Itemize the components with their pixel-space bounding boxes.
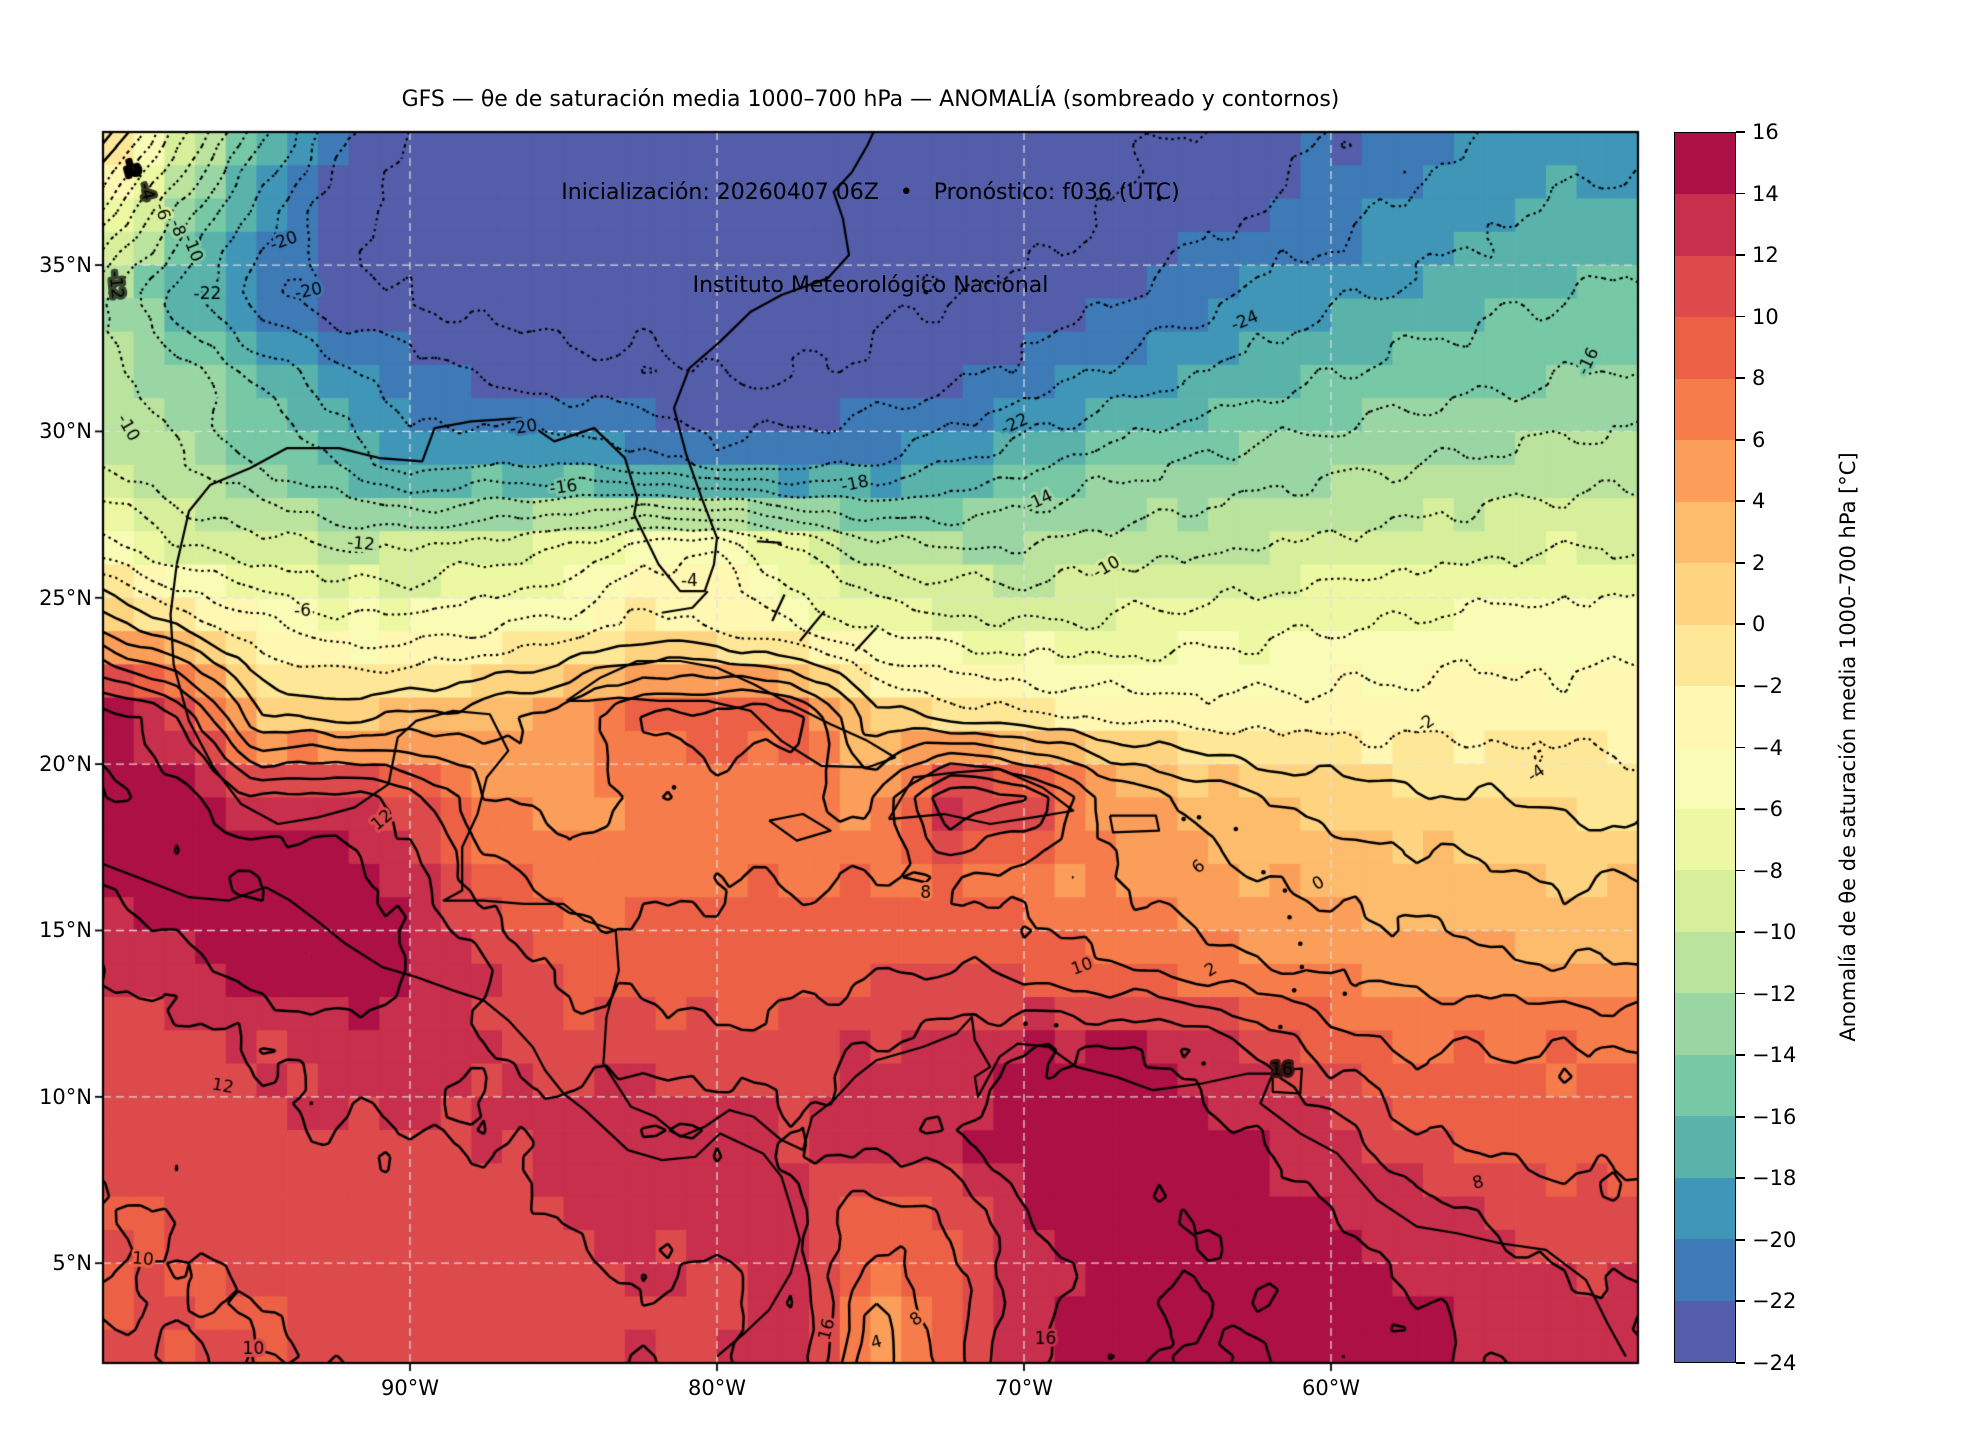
- colorbar-segment: [1675, 993, 1735, 1055]
- colorbar-segment: [1675, 808, 1735, 871]
- colorbar-tick-label: 14: [1752, 181, 1779, 206]
- colorbar-segment: [1675, 1054, 1735, 1117]
- colorbar-segment: [1675, 1116, 1735, 1178]
- colorbar-segment: [1675, 870, 1735, 932]
- colorbar-tick-mark: [1736, 1362, 1745, 1364]
- colorbar-tick-mark: [1736, 808, 1745, 810]
- colorbar-segment: [1675, 747, 1735, 809]
- colorbar-segment: [1675, 378, 1735, 441]
- colorbar-tick-label: 2: [1752, 550, 1766, 575]
- colorbar-tick-mark: [1736, 623, 1745, 626]
- colorbar-tick-mark: [1736, 1115, 1745, 1118]
- lon-tick-label: 80°W: [688, 1376, 746, 1400]
- colorbar-segment: [1675, 1300, 1735, 1363]
- colorbar-segment: [1675, 501, 1735, 564]
- lat-tick-label: 10°N: [39, 1084, 92, 1109]
- colorbar-tick-label: −10: [1752, 920, 1797, 945]
- chart-title: GFS — θe de saturación media 1000–700 hP…: [401, 87, 1340, 112]
- colorbar-tick-mark: [1736, 1300, 1745, 1303]
- colorbar-tick-label: 4: [1752, 489, 1766, 514]
- colorbar-tick-mark: [1736, 192, 1745, 195]
- colorbar-tick-label: −20: [1752, 1227, 1797, 1252]
- colorbar-segment: [1675, 1239, 1735, 1301]
- colorbar-tick-mark: [1736, 746, 1745, 749]
- colorbar-tick-label: 10: [1752, 304, 1779, 329]
- colorbar-tick-label: −18: [1752, 1166, 1797, 1191]
- colorbar-tick-mark: [1736, 377, 1745, 379]
- colorbar-tick-mark: [1736, 992, 1745, 995]
- colorbar-segment: [1675, 255, 1735, 318]
- lat-tick-label: 20°N: [39, 752, 92, 777]
- colorbar-tick-mark: [1736, 1177, 1745, 1180]
- lon-tick-label: 70°W: [995, 1376, 1053, 1400]
- colorbar-segment: [1675, 440, 1735, 502]
- colorbar-tick-label: 8: [1752, 366, 1766, 391]
- colorbar-tick-mark: [1736, 684, 1745, 687]
- colorbar-tick-mark: [1736, 500, 1745, 503]
- colorbar-tick-label: 16: [1752, 120, 1779, 144]
- colorbar-tick-mark: [1736, 1238, 1745, 1241]
- colorbar-tick-label: −12: [1752, 981, 1797, 1006]
- colorbar-segment: [1675, 133, 1735, 195]
- colorbar-tick-mark: [1736, 131, 1745, 133]
- lat-tick-label: 35°N: [39, 253, 92, 278]
- colorbar-tick-mark: [1736, 931, 1745, 933]
- colorbar-tick-label: −16: [1752, 1104, 1797, 1129]
- colorbar-tick-label: 6: [1752, 427, 1766, 452]
- colorbar-tick-mark: [1736, 561, 1745, 564]
- colorbar: [1674, 132, 1736, 1363]
- colorbar-segment: [1675, 686, 1735, 748]
- title-block: GFS — θe de saturación media 1000–700 hP…: [103, 22, 1638, 363]
- colorbar-tick-mark: [1736, 254, 1745, 256]
- colorbar-tick-label: −24: [1752, 1351, 1797, 1375]
- lat-tick-label: 5°N: [52, 1251, 92, 1276]
- colorbar-segment: [1675, 931, 1735, 994]
- colorbar-tick-mark: [1736, 1054, 1745, 1057]
- colorbar-tick-label: −4: [1752, 735, 1783, 760]
- lat-tick-label: 30°N: [39, 419, 92, 444]
- lat-tick-label: 25°N: [39, 585, 92, 610]
- colorbar-segment: [1675, 194, 1735, 256]
- colorbar-tick-label: 12: [1752, 243, 1779, 268]
- colorbar-segment: [1675, 317, 1735, 379]
- colorbar-tick-label: −8: [1752, 858, 1783, 883]
- colorbar-tick-mark: [1736, 438, 1745, 441]
- colorbar-tick-mark: [1736, 315, 1745, 318]
- colorbar-tick-label: −2: [1752, 673, 1783, 698]
- chart-institution: Instituto Meteorológico Nacional: [692, 273, 1049, 298]
- colorbar-label: Anomalía de θe de saturación media 1000–…: [1836, 452, 1860, 1042]
- chart-subtitle: Inicialización: 20260407 06Z • Pronóstic…: [561, 180, 1180, 205]
- colorbar-tick-label: −22: [1752, 1289, 1797, 1314]
- colorbar-tick-label: 0: [1752, 612, 1766, 637]
- colorbar-tick-label: −6: [1752, 797, 1783, 822]
- colorbar-segment: [1675, 563, 1735, 625]
- lat-tick-label: 15°N: [39, 918, 92, 943]
- colorbar-segment: [1675, 1177, 1735, 1240]
- lon-tick-label: 60°W: [1302, 1376, 1360, 1400]
- colorbar-tick-mark: [1736, 869, 1745, 872]
- colorbar-tick-label: −14: [1752, 1043, 1797, 1068]
- colorbar-segment: [1675, 624, 1735, 687]
- lon-tick-label: 90°W: [381, 1376, 439, 1400]
